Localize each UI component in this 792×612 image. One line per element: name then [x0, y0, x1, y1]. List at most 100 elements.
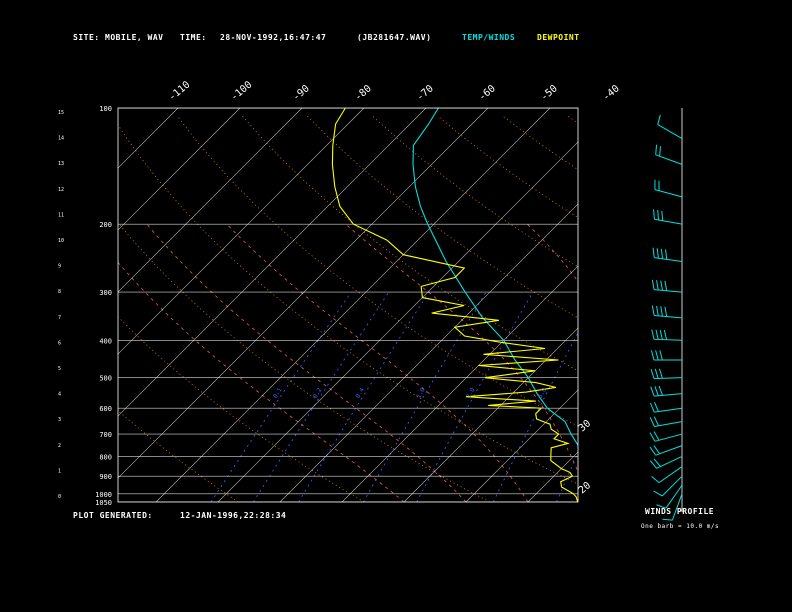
height-km-label: 11 [58, 212, 64, 218]
isotherm-line [118, 108, 303, 293]
height-km-label: 4 [58, 392, 61, 398]
generated-value: 12-JAN-1996,22:28:34 [180, 511, 287, 520]
pressure-label: 400 [99, 337, 112, 345]
mixing-ratio-label: 0.4 [354, 386, 366, 399]
isotherm-line [118, 108, 241, 231]
wind-barb-flag [664, 306, 668, 317]
site-value: MOBILE, WAV [105, 33, 164, 42]
mixing-ratio-label: 5.0 [537, 386, 549, 399]
wind-barb-flag [659, 368, 663, 379]
wind-barb-shaft [656, 455, 683, 469]
isotherm-line [118, 108, 489, 479]
isotherm-line [341, 265, 578, 502]
wind-barb-flag [660, 248, 664, 259]
isotherm-line [118, 108, 179, 169]
isotherm-top-label: -50 [539, 83, 560, 103]
wind-barb-flag [659, 350, 663, 361]
height-km-label: 1 [58, 468, 61, 474]
wind-barb-shaft [654, 314, 683, 319]
wind-barb-flag [653, 445, 661, 455]
wind-barb-flag [661, 210, 664, 221]
mixing-ratio-line [210, 291, 352, 502]
height-km-label: 2 [58, 443, 61, 449]
wind-barb-shaft [653, 338, 683, 341]
isotherm-top-label: -100 [229, 79, 255, 103]
pressure-label: 200 [99, 221, 112, 229]
moist-adiabat [226, 223, 529, 502]
wind-barb-shaft [654, 257, 683, 263]
wind-barb-flag [657, 114, 661, 125]
wind-barb-flag [656, 280, 659, 291]
height-km-label: 10 [58, 238, 64, 244]
isotherm-top-label: -70 [415, 83, 436, 103]
height-km-label: 12 [58, 187, 64, 193]
mixing-ratio-line [253, 291, 390, 502]
isotherm-top-label: -40 [601, 83, 622, 103]
wind-barb-flag [654, 386, 659, 396]
isotherm-line [217, 141, 578, 502]
dry-adiabat [242, 115, 578, 372]
isotherm-line [403, 327, 578, 502]
height-km-label: 6 [58, 340, 61, 346]
plot-area [0, 108, 792, 502]
wind-barb-flag [654, 368, 659, 379]
height-km-label: 8 [58, 289, 61, 295]
height-km-label: 7 [58, 315, 61, 321]
pressure-label: 600 [99, 405, 112, 413]
dry-adiabat [698, 116, 792, 502]
wind-barb-flag [649, 446, 657, 456]
wind-barb-flag [662, 518, 673, 521]
generated-label: PLOT GENERATED: [73, 511, 153, 520]
isotherm-line [714, 108, 792, 502]
dry-adiabat [437, 115, 578, 218]
pressure-label: 700 [99, 431, 112, 439]
wind-barb-flag [653, 458, 661, 467]
wind-barb-flag [653, 431, 660, 441]
wind-barb-flag [649, 402, 655, 413]
wind-barb-shaft [654, 289, 683, 293]
isotherm-line [590, 108, 792, 502]
isotherm-right-label: 20 [577, 480, 593, 496]
wind-barb-shaft [661, 475, 683, 497]
height-km-label: 9 [58, 264, 61, 270]
wind-barb-flag [658, 385, 663, 396]
time-label: TIME: [180, 33, 207, 42]
wind-barb-flag [656, 248, 659, 259]
wind-barb-shaft [655, 445, 683, 456]
mixing-ratio-label: 0.1 [272, 386, 284, 399]
wind-barb-shaft [665, 484, 683, 509]
dry-adiabat [567, 115, 578, 124]
barb-legend: One barb = 10.0 m/s [641, 523, 720, 530]
dry-adiabat [118, 410, 239, 502]
dry-adiabat [118, 222, 490, 502]
wind-barb-flag [651, 329, 655, 340]
wind-barb-shaft [657, 124, 683, 139]
wind-barb-shaft [654, 433, 683, 442]
pressure-label: 1050 [95, 499, 112, 507]
winds-profile-label: WINDS PROFILE [645, 507, 715, 516]
isotherm-line [0, 108, 54, 502]
wind-barb-flag [652, 247, 655, 258]
mixing-ratio-label: 1.0 [415, 386, 427, 399]
temperature-profile [412, 108, 578, 449]
dry-adiabat [118, 316, 365, 502]
wind-barb-flag [663, 329, 668, 340]
wind-barb-flag [655, 329, 659, 340]
wind-barb-flag [657, 210, 660, 221]
height-km-label: 3 [58, 417, 61, 423]
wind-barb-shaft [655, 154, 683, 165]
wind-barb-flag [653, 209, 655, 220]
wind-barb-flag [665, 249, 668, 260]
isotherm-line [652, 108, 792, 502]
mixing-ratio-label: 2.0 [465, 386, 477, 399]
height-km-label: 15 [58, 110, 64, 116]
isotherm-top-label: -60 [477, 83, 498, 103]
pressure-label: 900 [99, 473, 112, 481]
isotherm-right-label: 30 [577, 418, 593, 434]
wind-barb-flag [659, 146, 662, 157]
isotherm-line [118, 108, 365, 355]
wind-barb-shaft [658, 466, 683, 484]
dewpoint-profile [331, 108, 578, 502]
wind-barb-flag [651, 475, 660, 484]
wind-barb-flag [655, 350, 659, 361]
